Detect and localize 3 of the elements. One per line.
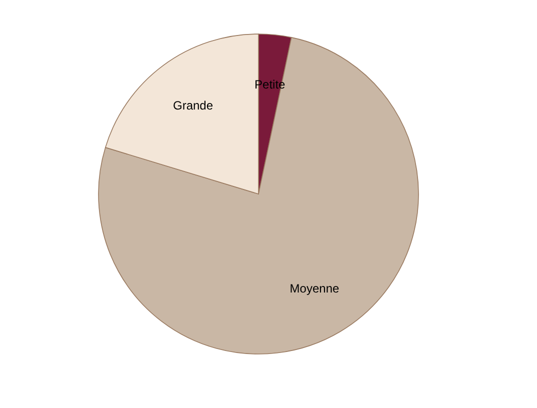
slice-label: Grande [172, 98, 214, 113]
slice-label: Moyenne [290, 282, 340, 296]
pie-slice [98, 37, 419, 354]
